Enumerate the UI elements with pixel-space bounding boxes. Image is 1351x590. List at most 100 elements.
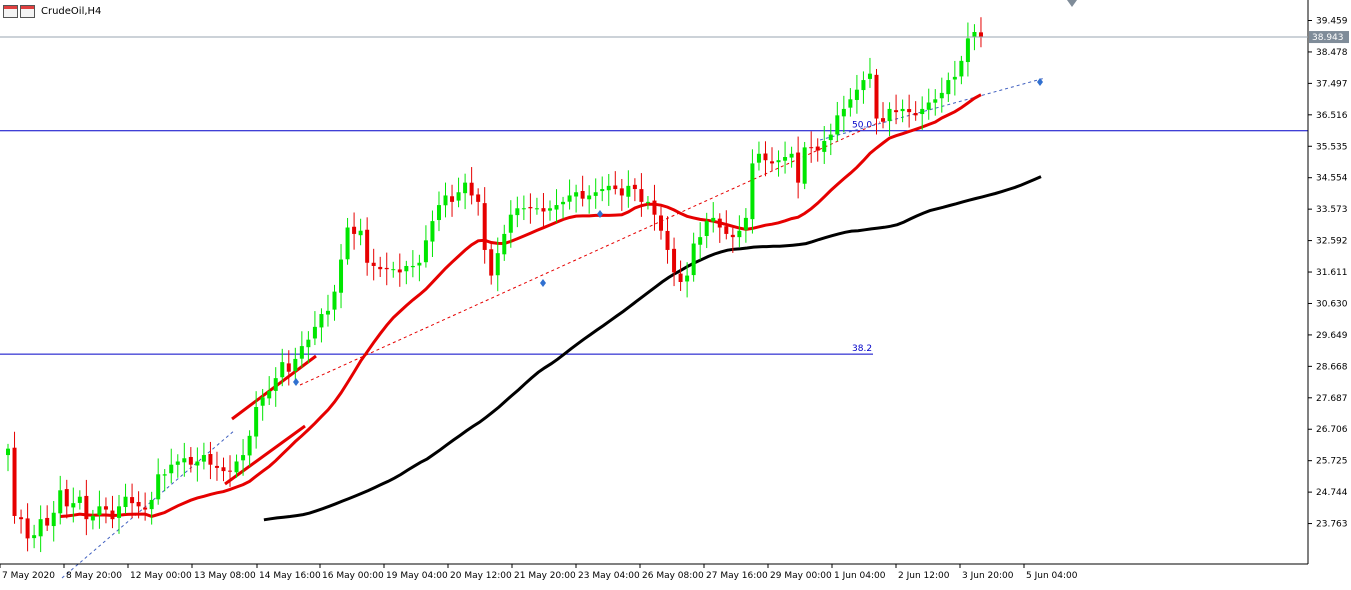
candle-bull: [606, 185, 611, 191]
time-tick-label: 27 May 16:00: [706, 571, 768, 581]
fibonacci-levels[interactable]: 50.0 38.2: [0, 121, 1308, 355]
candle-bull: [436, 205, 441, 221]
candle-bull: [247, 435, 252, 456]
candle-bull: [90, 515, 95, 521]
candle-bear: [619, 188, 624, 196]
candle-bull: [267, 390, 272, 399]
price-tick-label: 34.554: [1316, 174, 1348, 184]
candle-bull: [554, 205, 559, 210]
price-tick-label: 27.687: [1316, 394, 1348, 404]
candle-bull: [77, 496, 82, 503]
time-tick-label: 23 May 04:00: [578, 571, 640, 581]
price-tick-label: 39.459: [1316, 17, 1348, 27]
time-tick-label: 5 Jun 04:00: [1026, 571, 1078, 581]
candle-bear: [84, 495, 89, 520]
candle-bear: [365, 229, 370, 263]
candle-bull: [332, 291, 337, 310]
candle-bull: [698, 237, 703, 245]
candle-bull: [502, 233, 507, 255]
price-tick-label: 26.706: [1316, 425, 1348, 435]
candle-bull: [750, 163, 755, 220]
candle-bull: [534, 208, 539, 210]
candle-bull: [959, 60, 964, 77]
candle-bear: [730, 234, 735, 238]
channel-lower-line[interactable]: [224, 424, 306, 486]
time-tick-label: 29 May 00:00: [770, 571, 832, 581]
current-price-label: 38.943: [1312, 33, 1344, 43]
ma-fast-line: [60, 93, 982, 518]
candle-bear: [894, 110, 899, 113]
candle-bull: [417, 262, 422, 266]
candle-bull: [97, 506, 102, 516]
candle-bull: [848, 99, 853, 108]
candle-bull: [887, 108, 892, 122]
candle-bull: [156, 474, 161, 500]
price-tick-label: 25.725: [1316, 457, 1348, 467]
candle-bull: [743, 217, 748, 230]
candle-bull: [587, 195, 592, 200]
candle-bull: [920, 108, 925, 115]
candle-bull: [593, 192, 598, 196]
time-tick-label: 16 May 00:00: [322, 571, 384, 581]
ma-slow-line: [263, 175, 1042, 522]
candle-bear: [580, 191, 585, 199]
candle-bear: [64, 489, 69, 507]
candle-bear: [724, 226, 729, 234]
candle-bull: [293, 358, 298, 371]
candle-bear: [384, 267, 389, 270]
candle-bull: [737, 230, 742, 238]
price-tick-label: 24.744: [1316, 488, 1348, 498]
price-tick-label: 35.535: [1316, 142, 1348, 152]
dashed-blue-line-2[interactable]: [819, 77, 1046, 141]
candle-bull: [802, 147, 807, 184]
candle-bear: [652, 200, 657, 215]
candle-bear: [770, 161, 775, 164]
candle-bull: [933, 99, 938, 103]
candle-bear: [482, 203, 487, 250]
trade-arrow: [597, 210, 603, 218]
price-tick-label: 31.611: [1316, 268, 1348, 278]
candle-bull: [926, 102, 931, 110]
candle-bear: [632, 184, 637, 190]
candle-bull: [410, 265, 415, 268]
candle-bear: [12, 447, 17, 516]
candle-bull: [32, 535, 37, 539]
dashed-red-line[interactable]: [299, 121, 881, 386]
chart-window-icon[interactable]: [3, 5, 35, 18]
candle-bear: [208, 454, 213, 465]
candle-bull: [195, 461, 200, 466]
candle-bull: [175, 461, 180, 465]
price-tick-label: 37.497: [1316, 79, 1348, 89]
candle-bull: [691, 243, 696, 276]
candle-bull: [443, 195, 448, 206]
candle-bear: [143, 507, 148, 510]
candle-bull: [117, 506, 122, 518]
chart-title: CrudeOil,H4: [3, 5, 101, 18]
candles: [6, 17, 983, 553]
candle-bear: [221, 467, 226, 472]
candle-bull: [306, 339, 311, 348]
price-tick-label: 29.649: [1316, 331, 1348, 341]
candle-bull: [626, 185, 631, 197]
trade-arrow: [540, 279, 546, 287]
candle-bear: [978, 32, 983, 38]
price-tick-label: 32.592: [1316, 237, 1348, 247]
candle-bull: [201, 455, 206, 462]
candle-bull: [325, 310, 330, 315]
candle-bear: [717, 218, 722, 228]
candle-bull: [162, 474, 167, 476]
trade-arrow: [293, 378, 299, 386]
dashed-blue-line[interactable]: [61, 429, 236, 579]
price-tick-label: 30.630: [1316, 299, 1348, 309]
candle-bull: [965, 38, 970, 63]
time-tick-label: 13 May 08:00: [194, 571, 256, 581]
candle-bull: [273, 378, 278, 391]
candle-bull: [783, 157, 788, 161]
time-tick-label: 26 May 08:00: [642, 571, 704, 581]
candle-bear: [489, 249, 494, 276]
time-tick-label: 1 Jun 04:00: [834, 571, 886, 581]
